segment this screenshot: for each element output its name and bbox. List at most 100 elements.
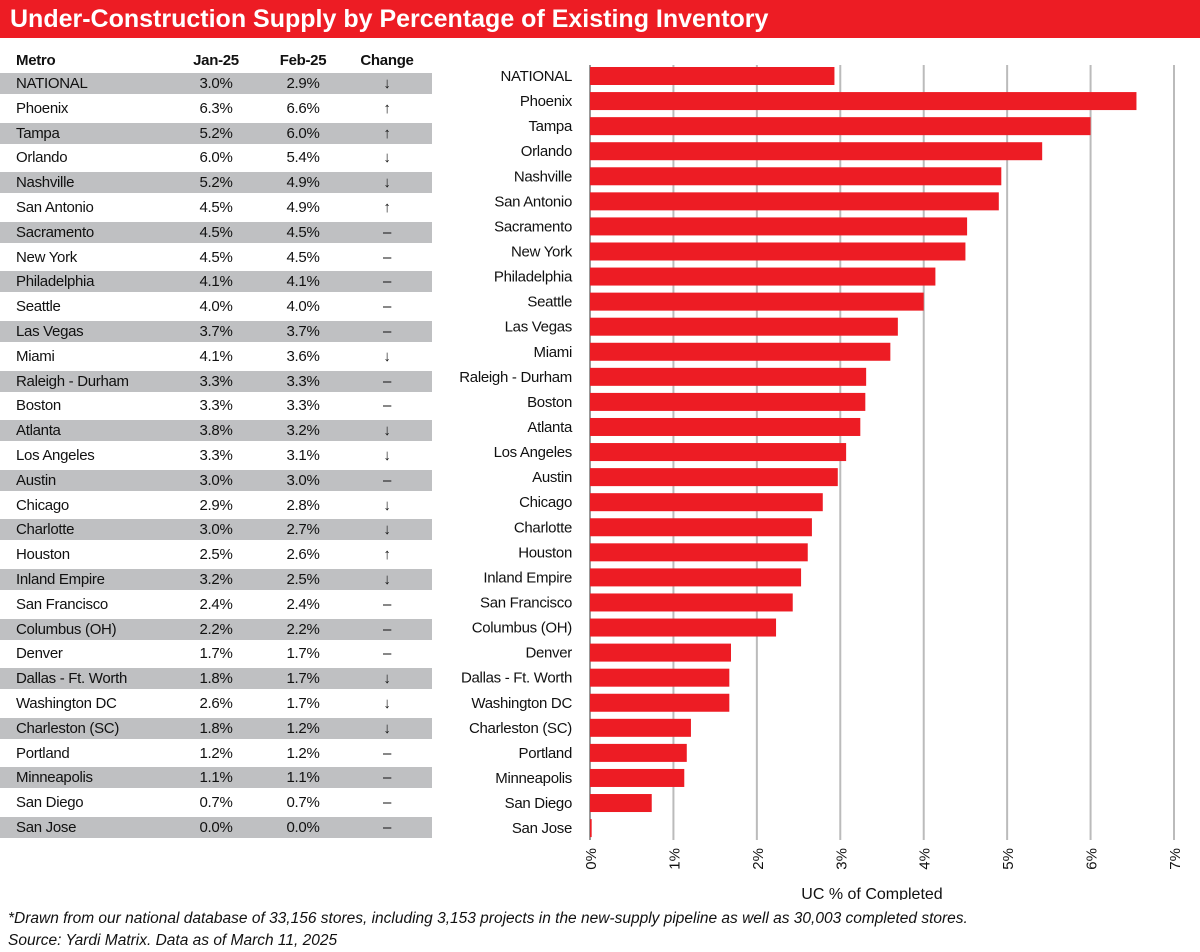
cell-metro: Chicago xyxy=(16,496,69,514)
category-label: Los Angeles xyxy=(494,444,572,461)
cell-change: – xyxy=(382,273,392,291)
bar xyxy=(590,468,838,487)
cell-jan: 6.3% xyxy=(199,99,233,117)
bar xyxy=(590,568,802,587)
footnote: *Drawn from our national database of 33,… xyxy=(8,908,1198,952)
cell-feb: 3.0% xyxy=(286,471,320,489)
cell-metro: Seattle xyxy=(16,298,61,316)
footnote-source: Source: Yardi Matrix. Data as of March 1… xyxy=(8,932,338,949)
cell-jan: 2.6% xyxy=(199,695,233,712)
table-row: Sacramento 4.5% 4.5% – xyxy=(0,221,432,243)
cell-feb: 0.7% xyxy=(286,794,320,812)
table-row: Chicago 2.9% 2.8% ↓ xyxy=(0,495,432,516)
bar xyxy=(590,794,652,813)
cell-feb: 2.2% xyxy=(286,620,320,638)
table-row: San Jose 0.0% 0.0% – xyxy=(0,817,432,838)
category-label: Seattle xyxy=(527,294,572,311)
bar xyxy=(590,167,1002,186)
category-label: Orlando xyxy=(521,143,572,160)
bar xyxy=(590,217,968,236)
table-row: Philadelphia 4.1% 4.1% – xyxy=(0,271,432,293)
table-row: Denver 1.7% 1.7% – xyxy=(0,643,432,664)
cell-change: – xyxy=(382,372,392,390)
cell-metro: Boston xyxy=(16,397,61,415)
cell-feb: 3.6% xyxy=(286,347,320,365)
table-row: Tampa 5.2% 6.0% ↑ xyxy=(0,122,432,144)
x-tick-label: 5% xyxy=(1000,848,1017,870)
chart-title: Under-Construction Supply by Percentage … xyxy=(0,0,1200,38)
cell-change: – xyxy=(382,819,392,836)
cell-change: – xyxy=(382,397,392,415)
cell-metro: Sacramento xyxy=(16,223,94,241)
cell-feb: 2.8% xyxy=(286,496,320,514)
bar xyxy=(590,292,924,311)
table-row: Seattle 4.0% 4.0% – xyxy=(0,296,432,317)
cell-feb: 1.7% xyxy=(286,645,320,663)
category-label: Chicago xyxy=(519,494,572,511)
cell-metro: Charleston (SC) xyxy=(16,719,120,737)
cell-change: ↓ xyxy=(383,521,391,539)
table-row: NATIONAL 3.0% 2.9% ↓ xyxy=(0,73,432,94)
cell-change: – xyxy=(382,248,392,266)
cell-jan: 4.5% xyxy=(199,248,233,266)
cell-change: – xyxy=(382,744,392,762)
bar xyxy=(590,367,867,386)
cell-feb: 3.3% xyxy=(286,397,320,415)
bar-chart: 0% 1% 2% 3% 4% 5% 6% 7% NATIONAL Phoenix Tampa Orla… xyxy=(459,65,1184,900)
cell-change: ↓ xyxy=(383,695,391,712)
cell-jan: 4.5% xyxy=(199,199,233,216)
table-row: New York 4.5% 4.5% – xyxy=(0,247,432,268)
cell-jan: 3.3% xyxy=(199,447,233,464)
cell-change: ↓ xyxy=(383,422,391,440)
category-label: New York xyxy=(511,243,573,260)
cell-feb: 6.6% xyxy=(286,99,320,117)
cell-change: ↓ xyxy=(383,447,391,464)
cell-metro: Washington DC xyxy=(16,695,117,712)
bar xyxy=(590,593,793,612)
cell-metro: Orlando xyxy=(16,149,68,167)
category-label: San Francisco xyxy=(480,594,572,611)
cell-metro: Houston xyxy=(16,546,70,564)
category-label: Phoenix xyxy=(520,93,573,110)
cell-metro: Los Angeles xyxy=(16,447,95,464)
bar xyxy=(590,317,898,336)
cell-jan: 3.0% xyxy=(199,521,233,539)
category-label: San Diego xyxy=(505,795,572,812)
cell-metro: Miami xyxy=(16,347,55,365)
cell-change: ↓ xyxy=(383,670,391,688)
category-label: Washington DC xyxy=(471,695,572,712)
x-tick-label: 6% xyxy=(1084,848,1101,870)
cell-feb: 4.9% xyxy=(286,174,320,192)
cell-jan: 1.1% xyxy=(199,769,233,787)
cell-change: ↑ xyxy=(383,199,391,216)
cell-change: ↑ xyxy=(383,546,391,564)
bar xyxy=(590,543,808,562)
bar xyxy=(590,142,1043,161)
header-change: Change xyxy=(360,52,414,69)
cell-change: – xyxy=(382,769,392,787)
table-row: Dallas - Ft. Worth 1.8% 1.7% ↓ xyxy=(0,668,432,690)
table-row: Raleigh - Durham 3.3% 3.3% – xyxy=(0,370,432,392)
cell-jan: 4.1% xyxy=(199,347,233,365)
cell-feb: 4.9% xyxy=(286,199,320,216)
cell-change: – xyxy=(382,298,392,316)
category-label: Charlotte xyxy=(514,519,572,536)
bar xyxy=(590,643,731,662)
cell-metro: New York xyxy=(16,248,77,266)
bar xyxy=(590,693,730,712)
cell-metro: Portland xyxy=(16,744,70,762)
cell-metro: Phoenix xyxy=(16,99,69,117)
cell-jan: 3.8% xyxy=(199,422,233,440)
cell-change: ↑ xyxy=(383,99,391,117)
table-row: Columbus (OH) 2.2% 2.2% – xyxy=(0,618,432,640)
cell-jan: 1.2% xyxy=(199,744,233,762)
cell-metro: Philadelphia xyxy=(16,273,95,291)
x-axis-label: UC % of Completed xyxy=(801,886,942,900)
table-row: San Francisco 2.4% 2.4% – xyxy=(0,594,432,615)
category-label: Las Vegas xyxy=(505,319,572,336)
bar xyxy=(590,392,866,411)
cell-metro: NATIONAL xyxy=(16,75,88,92)
table-row: Charleston (SC) 1.8% 1.2% ↓ xyxy=(0,717,432,739)
cell-metro: Charlotte xyxy=(16,521,75,539)
category-label: Austin xyxy=(532,469,572,486)
